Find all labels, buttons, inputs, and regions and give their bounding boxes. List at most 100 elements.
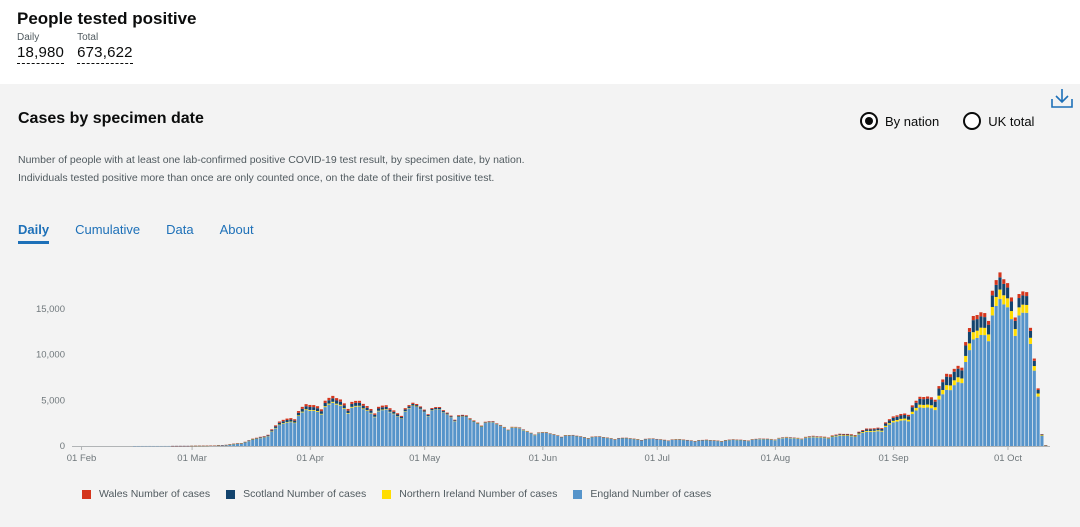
bar-england[interactable] — [502, 427, 506, 446]
bar-england[interactable] — [834, 436, 838, 446]
bar-wales[interactable] — [868, 428, 872, 430]
bar-wales[interactable] — [377, 406, 381, 409]
bar-england[interactable] — [582, 437, 586, 446]
bar-england[interactable] — [533, 435, 537, 446]
bar-wales[interactable] — [316, 406, 320, 409]
bar-scotland[interactable] — [865, 429, 869, 431]
bar-wales[interactable] — [312, 405, 316, 408]
bar-england[interactable] — [887, 424, 891, 446]
bar-northern-ireland[interactable] — [380, 409, 384, 411]
bar-england[interactable] — [735, 440, 739, 446]
bar-england[interactable] — [891, 422, 895, 446]
bar-northern-ireland[interactable] — [941, 389, 945, 395]
bar-scotland[interactable] — [453, 420, 457, 422]
bar-northern-ireland[interactable] — [967, 343, 972, 351]
bar-england[interactable] — [540, 432, 545, 446]
bar-england[interactable] — [464, 417, 468, 446]
bar-england[interactable] — [1006, 307, 1010, 446]
bar-northern-ireland[interactable] — [945, 385, 949, 390]
bar-wales[interactable] — [369, 408, 373, 411]
bar-england[interactable] — [396, 416, 400, 446]
tab-daily[interactable]: Daily — [18, 222, 50, 244]
bar-scotland[interactable] — [365, 407, 369, 411]
radio-checked-icon[interactable] — [860, 112, 878, 130]
bar-northern-ireland[interactable] — [914, 407, 918, 411]
bar-england[interactable] — [296, 416, 301, 446]
bar-england[interactable] — [312, 410, 316, 446]
bar-wales[interactable] — [895, 415, 899, 417]
bar-england[interactable] — [350, 407, 354, 446]
bar-northern-ireland[interactable] — [304, 409, 308, 411]
bar-northern-ireland[interactable] — [853, 436, 857, 438]
bar-england[interactable] — [929, 408, 933, 446]
bar-wales[interactable] — [1025, 292, 1029, 297]
bar-wales[interactable] — [304, 404, 308, 407]
bar-england[interactable] — [594, 436, 598, 446]
bar-wales[interactable] — [468, 418, 472, 419]
bar-scotland[interactable] — [906, 416, 911, 420]
bar-england[interactable] — [460, 416, 464, 446]
bar-wales[interactable] — [830, 435, 834, 436]
bar-england[interactable] — [285, 422, 289, 446]
bar-scotland[interactable] — [884, 423, 888, 426]
bar-scotland[interactable] — [1013, 320, 1017, 330]
bar-england[interactable] — [529, 433, 533, 446]
bar-england[interactable] — [342, 409, 346, 446]
bar-wales[interactable] — [845, 433, 850, 435]
bar-england[interactable] — [377, 411, 381, 446]
bar-scotland[interactable] — [1017, 298, 1021, 308]
bar-wales[interactable] — [838, 433, 842, 435]
bar-wales[interactable] — [308, 404, 312, 407]
bar-england[interactable] — [689, 440, 693, 446]
bar-northern-ireland[interactable] — [895, 420, 899, 422]
bar-wales[interactable] — [277, 421, 281, 423]
bar-scotland[interactable] — [1028, 330, 1033, 338]
bar-wales[interactable] — [994, 280, 998, 285]
bar-england[interactable] — [575, 436, 579, 446]
bar-wales[interactable] — [335, 398, 339, 401]
bar-england[interactable] — [365, 410, 369, 446]
bar-scotland[interactable] — [384, 406, 388, 410]
bar-wales[interactable] — [274, 425, 278, 427]
bar-wales[interactable] — [857, 431, 861, 433]
bar-england[interactable] — [304, 410, 308, 446]
bar-northern-ireland[interactable] — [323, 406, 327, 408]
bar-northern-ireland[interactable] — [285, 421, 289, 423]
bar-england[interactable] — [933, 410, 937, 446]
bar-england[interactable] — [651, 438, 655, 446]
bar-england[interactable] — [247, 441, 251, 446]
bar-northern-ireland[interactable] — [960, 378, 964, 384]
bar-wales[interactable] — [331, 395, 335, 399]
bar-england[interactable] — [872, 431, 876, 446]
bar-scotland[interactable] — [975, 319, 979, 331]
bar-scotland[interactable] — [460, 415, 464, 417]
bar-wales[interactable] — [281, 419, 285, 422]
bar-england[interactable] — [979, 335, 983, 446]
bar-england[interactable] — [830, 437, 834, 446]
bar-wales[interactable] — [457, 415, 461, 416]
legend-item-wales[interactable]: Wales Number of cases — [82, 488, 210, 500]
bar-england[interactable] — [823, 438, 827, 446]
bar-england[interactable] — [399, 418, 403, 446]
bar-wales[interactable] — [380, 405, 384, 408]
bar-england[interactable] — [750, 439, 754, 446]
bar-england[interactable] — [697, 440, 701, 446]
bar-england[interactable] — [990, 315, 994, 446]
bar-wales[interactable] — [426, 414, 430, 416]
bar-northern-ireland[interactable] — [876, 430, 880, 432]
bar-england[interactable] — [788, 438, 792, 446]
bar-england[interactable] — [971, 339, 975, 446]
bar-england[interactable] — [628, 438, 632, 446]
bar-england[interactable] — [438, 409, 442, 447]
bar-northern-ireland[interactable] — [277, 424, 281, 426]
bar-wales[interactable] — [865, 428, 869, 430]
bar-wales[interactable] — [319, 409, 323, 412]
bar-northern-ireland[interactable] — [926, 404, 930, 408]
bar-england[interactable] — [228, 444, 232, 446]
bar-wales[interactable] — [899, 413, 903, 416]
bar-england[interactable] — [220, 445, 224, 446]
bar-scotland[interactable] — [971, 320, 975, 333]
bar-scotland[interactable] — [285, 420, 289, 422]
bar-northern-ireland[interactable] — [316, 411, 320, 412]
bar-wales[interactable] — [929, 397, 933, 400]
